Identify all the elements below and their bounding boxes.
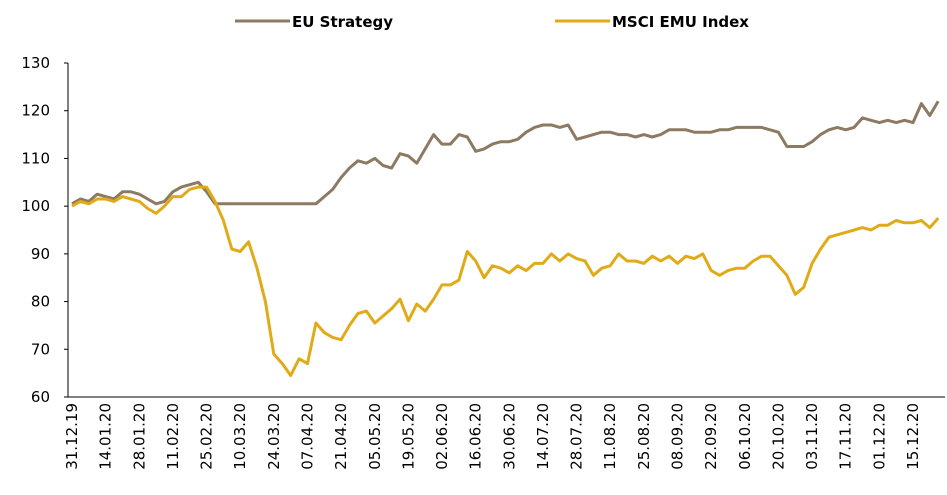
x-tick-label: 25.02.20 [198, 403, 216, 470]
x-tick-label: 03.11.20 [803, 403, 821, 470]
x-tick-label: 05.05.20 [366, 403, 384, 470]
legend-label: EU Strategy [292, 13, 393, 31]
x-tick-label: 28.01.20 [130, 403, 148, 470]
y-tick-label: 60 [31, 388, 50, 406]
x-tick-label: 21.04.20 [332, 403, 350, 470]
y-tick-label: 80 [31, 293, 50, 311]
x-tick-label: 08.09.20 [669, 403, 687, 470]
y-tick-label: 130 [21, 54, 50, 72]
x-tick-label: 14.01.20 [97, 403, 115, 470]
x-tick-label: 15.12.20 [904, 403, 922, 470]
x-tick-label: 31.12.19 [63, 403, 81, 470]
x-tick-label: 11.02.20 [164, 403, 182, 470]
x-tick-label: 06.10.20 [736, 403, 754, 470]
y-tick-label: 110 [21, 149, 50, 167]
x-tick-label: 25.08.20 [635, 403, 653, 470]
x-tick-label: 20.10.20 [769, 403, 787, 470]
x-tick-label: 16.06.20 [467, 403, 485, 470]
y-tick-label: 100 [21, 197, 50, 215]
y-tick-label: 120 [21, 102, 50, 120]
x-tick-label: 30.06.20 [500, 403, 518, 470]
series-line [71, 185, 940, 377]
x-tick-label: 10.03.20 [231, 403, 249, 470]
x-tick-label: 28.07.20 [568, 403, 586, 470]
x-tick-label: 14.07.20 [534, 403, 552, 470]
x-tick-label: 24.03.20 [265, 403, 283, 470]
x-tick-label: 22.09.20 [702, 403, 720, 470]
x-tick-label: 19.05.20 [399, 403, 417, 470]
x-tick-label: 17.11.20 [837, 403, 855, 470]
y-tick-label: 70 [31, 340, 50, 358]
x-tick-label: 11.08.20 [601, 403, 619, 470]
x-tick-label: 01.12.20 [870, 403, 888, 470]
x-tick-label: 07.04.20 [298, 403, 316, 470]
x-tick-label: 02.06.20 [433, 403, 451, 470]
legend-label: MSCI EMU Index [612, 13, 749, 31]
y-tick-label: 90 [31, 245, 50, 263]
